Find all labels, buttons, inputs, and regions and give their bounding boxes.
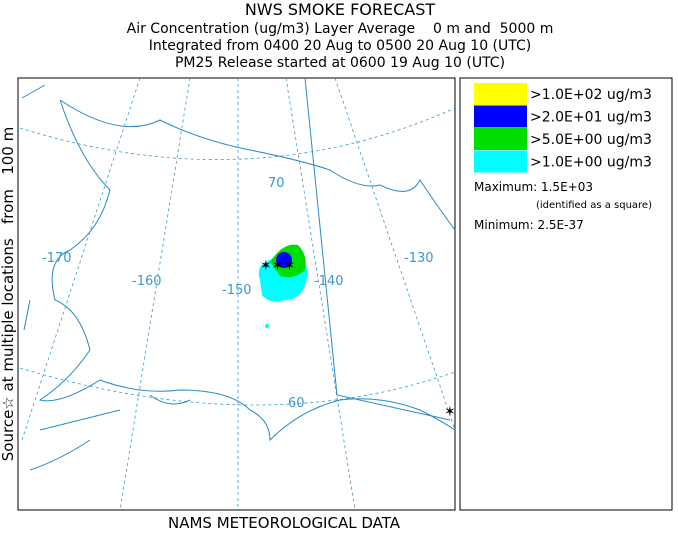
legend-swatch (474, 105, 527, 128)
subtitle: PM25 Release started at 0600 19 Aug 10 (… (175, 55, 505, 71)
title: NWS SMOKE FORECAST (245, 0, 436, 19)
legend-label: >1.0E+00 ug/m3 (530, 155, 652, 171)
legend-label: >5.0E+00 ug/m3 (530, 132, 652, 148)
source-markers: ✶ (444, 404, 456, 420)
border (304, 77, 451, 421)
graticule (334, 77, 456, 431)
maximum: Maximum: 1.5E+03 (474, 180, 593, 194)
subtitle: Integrated from 0400 20 Aug to 0500 20 A… (149, 38, 532, 54)
map-label: -140 (314, 274, 344, 289)
graticule (19, 367, 456, 406)
subtitle: Air Concentration (ug/m3) Layer Average … (127, 21, 554, 37)
smoke-plume: ✶✶✶ ✶ (258, 244, 456, 420)
footer: NAMS METEOROLOGICAL DATA (168, 514, 401, 532)
legend-swatch (474, 128, 527, 150)
side-label: Source☆ at multiple locations from 100 m (0, 127, 17, 461)
plume-contour (276, 252, 292, 268)
map-label: 60 (288, 396, 305, 411)
coastline (29, 394, 191, 471)
legend-label: >1.0E+02 ug/m3 (530, 87, 652, 103)
minimum: Minimum: 2.5E-37 (474, 218, 584, 232)
graticule (19, 107, 456, 160)
map-frame (17, 77, 456, 511)
source-markers: ✶✶✶ (260, 258, 295, 274)
plume-contour (265, 324, 269, 328)
coastline (38, 99, 456, 442)
legend: Maximum: 1.5E+03 (identified as a square… (459, 77, 673, 511)
legend-label: >2.0E+01 ug/m3 (530, 110, 652, 126)
map-label: 70 (268, 176, 285, 191)
map-label: -170 (42, 251, 72, 266)
legend-swatch (474, 83, 527, 105)
map-label: -160 (132, 274, 162, 289)
coastline (21, 84, 46, 331)
map-label: -130 (404, 251, 434, 266)
map: ✶✶✶ ✶ -170 -160 -150 -140 -130 70 60 (17, 77, 456, 511)
map-label: -150 (222, 283, 252, 298)
max-note: (identified as a square) (536, 200, 652, 211)
legend-swatch (474, 150, 527, 173)
graticule (119, 77, 191, 511)
graticule (285, 77, 356, 511)
